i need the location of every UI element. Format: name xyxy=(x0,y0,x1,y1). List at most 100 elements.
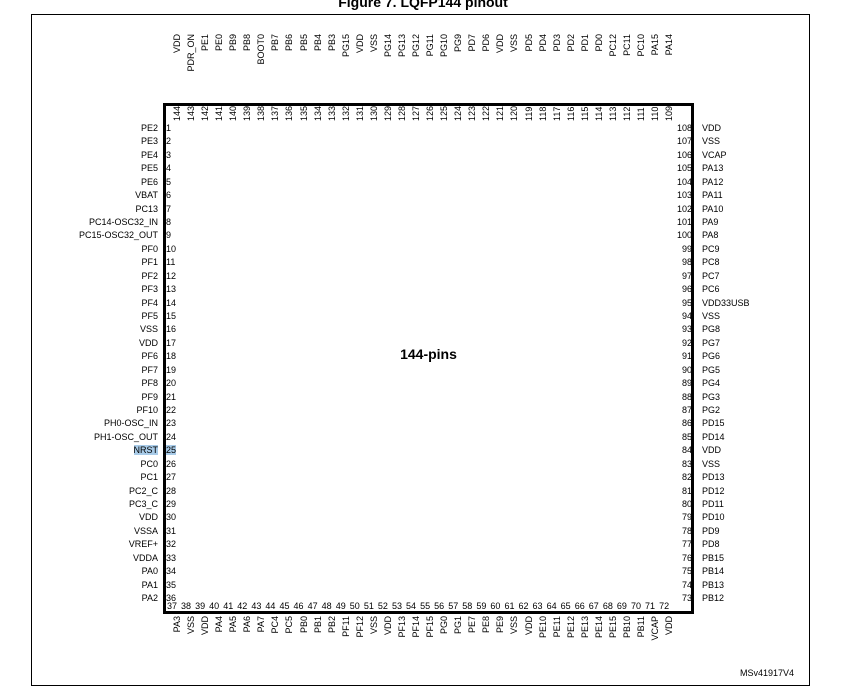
top-pin-name: PDR_ON xyxy=(186,34,197,72)
top-pin-number: 138 xyxy=(256,105,267,121)
right-pin-number: 107 xyxy=(676,136,692,147)
bottom-pin-name: PB1 xyxy=(312,616,323,634)
right-pin-number: 87 xyxy=(681,405,692,416)
right-pin-number: 88 xyxy=(681,391,692,402)
top-pin-number: 126 xyxy=(425,105,436,121)
left-pin-number: 30 xyxy=(166,512,177,523)
right-pin-name: PD8 xyxy=(702,539,720,550)
left-pin-number: 3 xyxy=(166,149,172,160)
top-pin-name: PG10 xyxy=(439,34,450,58)
left-pin-number: 18 xyxy=(166,351,177,362)
top-pin-number: 137 xyxy=(270,105,281,121)
top-pin-name: PC10 xyxy=(635,34,646,57)
right-pin-name: PA10 xyxy=(702,203,724,214)
right-pin-number: 104 xyxy=(676,176,692,187)
right-pin-number: 77 xyxy=(681,539,692,550)
bottom-pin-number: 43 xyxy=(251,601,262,611)
right-pin-number: 85 xyxy=(681,431,692,442)
right-pin-name: PD11 xyxy=(702,499,724,510)
bottom-pin-name: PA3 xyxy=(172,616,182,633)
top-pin-name: PD0 xyxy=(593,34,604,52)
top-pin-name: PB3 xyxy=(326,34,337,52)
top-pin-name: PD7 xyxy=(467,34,478,52)
top-pin-name: PG13 xyxy=(396,34,407,58)
right-pin-number: 103 xyxy=(676,190,692,201)
top-pin-name: PA15 xyxy=(650,34,661,56)
top-pin-name: VDD xyxy=(495,34,506,54)
right-pin-number: 93 xyxy=(681,324,692,335)
right-pin-name: PD9 xyxy=(702,525,720,536)
bottom-pin-name: VDD xyxy=(382,616,393,636)
left-pin-name: VDD xyxy=(138,337,158,348)
right-pin-number: 79 xyxy=(681,512,692,523)
top-pin-name: VDD xyxy=(172,34,182,54)
bottom-pin-name: PE11 xyxy=(551,616,562,638)
bottom-pin-number: 71 xyxy=(645,601,656,611)
left-pin-number: 31 xyxy=(166,525,177,536)
top-pin-number: 142 xyxy=(200,105,211,121)
left-pin-name: PC2_C xyxy=(128,485,158,496)
left-pin-number: 16 xyxy=(166,324,177,335)
right-pin-name: PG8 xyxy=(702,324,721,335)
right-pin-number: 102 xyxy=(676,203,692,214)
top-pin-number: 136 xyxy=(284,105,295,121)
bottom-pin-number: 60 xyxy=(490,601,501,611)
top-pin-name: VSS xyxy=(509,34,520,53)
top-pin-number: 116 xyxy=(565,106,576,121)
bottom-pin-number: 64 xyxy=(546,601,557,611)
left-pin-number: 23 xyxy=(166,418,177,429)
bottom-pin-number: 45 xyxy=(279,601,290,611)
bottom-pin-name: PE15 xyxy=(607,616,618,639)
right-pin-name: PG4 xyxy=(702,378,721,389)
top-pin-number: 115 xyxy=(579,106,590,121)
right-pin-name: PG5 xyxy=(702,364,721,375)
bottom-pin-name: VDD xyxy=(200,616,211,636)
left-pin-name: VREF+ xyxy=(128,539,158,550)
bottom-pin-name: PE13 xyxy=(579,616,590,639)
right-pin-name: PA9 xyxy=(702,217,719,227)
right-pin-number: 82 xyxy=(681,472,692,483)
right-pin-number: 108 xyxy=(676,123,692,133)
right-pin-number: 74 xyxy=(681,579,692,590)
top-pin-number: 117 xyxy=(551,106,562,121)
left-pin-name: VDDA xyxy=(132,552,158,563)
left-pin-number: 24 xyxy=(166,431,177,442)
bottom-pin-name: PE10 xyxy=(537,616,548,639)
top-pin-name: PD5 xyxy=(523,34,534,52)
right-pin-number: 80 xyxy=(681,499,692,510)
left-pin-number: 25 xyxy=(166,445,177,456)
left-pin-name: PF3 xyxy=(141,284,158,295)
right-pin-name: PB15 xyxy=(702,552,725,563)
left-pin-name: PC13 xyxy=(135,203,158,214)
top-pin-number: 111 xyxy=(635,107,646,121)
right-pin-name: PB14 xyxy=(702,566,725,577)
left-pin-number: 26 xyxy=(166,458,177,469)
left-pin-number: 6 xyxy=(166,190,172,201)
bottom-pin-name: PA5 xyxy=(228,616,239,633)
bottom-pin-number: 46 xyxy=(293,601,304,611)
top-pin-number: 113 xyxy=(607,106,618,121)
top-pin-name: PG11 xyxy=(425,34,436,57)
left-pin-number: 7 xyxy=(166,203,172,214)
right-pin-number: 95 xyxy=(681,297,692,308)
top-pin-name: PD4 xyxy=(537,34,548,52)
right-pin-name: VDD xyxy=(702,123,722,133)
left-pin-number: 27 xyxy=(166,472,177,483)
bottom-pin-name: PE7 xyxy=(467,616,478,634)
bottom-pin-number: 48 xyxy=(321,601,332,611)
left-pin-number: 4 xyxy=(166,163,172,174)
left-pin-name: PF6 xyxy=(141,351,158,362)
right-pin-name: VSS xyxy=(702,136,721,147)
bottom-pin-name: PF13 xyxy=(396,616,407,638)
left-pin-name: VSS xyxy=(139,324,158,335)
bottom-pin-name: PA4 xyxy=(214,616,225,633)
bottom-pin-number: 53 xyxy=(391,601,402,611)
bottom-pin-number: 40 xyxy=(209,601,220,611)
package-label: 144-pins xyxy=(400,346,457,362)
top-pin-name: PE1 xyxy=(200,34,211,52)
left-pin-number: 5 xyxy=(166,176,172,187)
top-pin-name: PB8 xyxy=(242,34,253,52)
left-pin-name: PH1-OSC_OUT xyxy=(93,431,158,442)
top-pin-name: PG14 xyxy=(382,34,393,58)
right-pin-name: PC6 xyxy=(702,284,720,295)
